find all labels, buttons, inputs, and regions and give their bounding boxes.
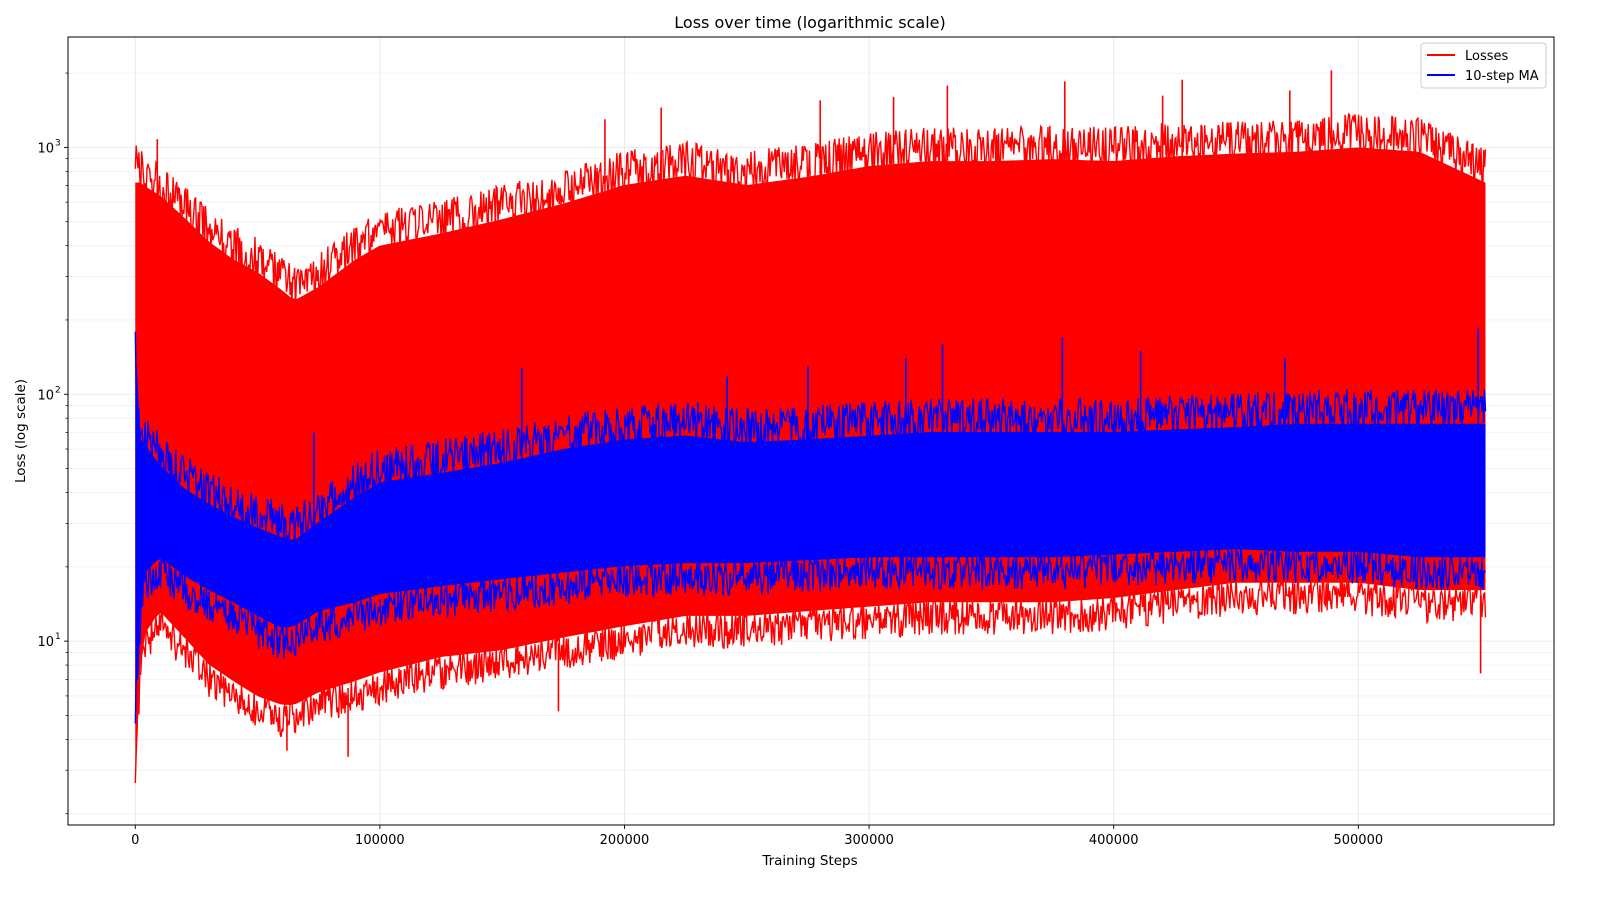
x-tick-label: 300000 [844,833,894,848]
series-upper-edge [134,331,1487,544]
x-tick-label: 0 [131,833,139,848]
y-tick-exponent: 3 [55,138,61,148]
y-tick-exponent: 2 [55,385,61,395]
legend-losses-label: Losses [1465,49,1509,64]
y-tick-label: 10 [37,141,54,156]
y-axis-label: Loss (log scale) [13,379,29,483]
chart-title: Loss over time (logarithmic scale) [674,13,945,32]
series-band [135,338,1486,712]
x-tick-label: 100000 [355,833,405,848]
legend: Losses 10-step MA [1420,42,1547,89]
y-tick-exponent: 1 [55,632,61,642]
y-tick-label: 10 [37,388,54,403]
x-tick-label: 500000 [1333,833,1383,848]
series-moving-average [134,328,1487,724]
legend-ma-label: 10-step MA [1465,69,1539,84]
series-lower-edge [134,545,1487,724]
series-lower-edge [134,576,1487,784]
x-tick-label: 200000 [600,833,650,848]
series-upper-edge [134,112,1487,311]
plot-frame [67,36,1555,826]
y-tick-label: 10 [37,635,54,650]
series-layer [134,70,1487,784]
x-tick-label: 400000 [1089,833,1139,848]
x-axis-label: Training Steps [761,853,857,869]
x-axis: 0 100000 200000 300000 400000 500000 [131,825,1383,848]
